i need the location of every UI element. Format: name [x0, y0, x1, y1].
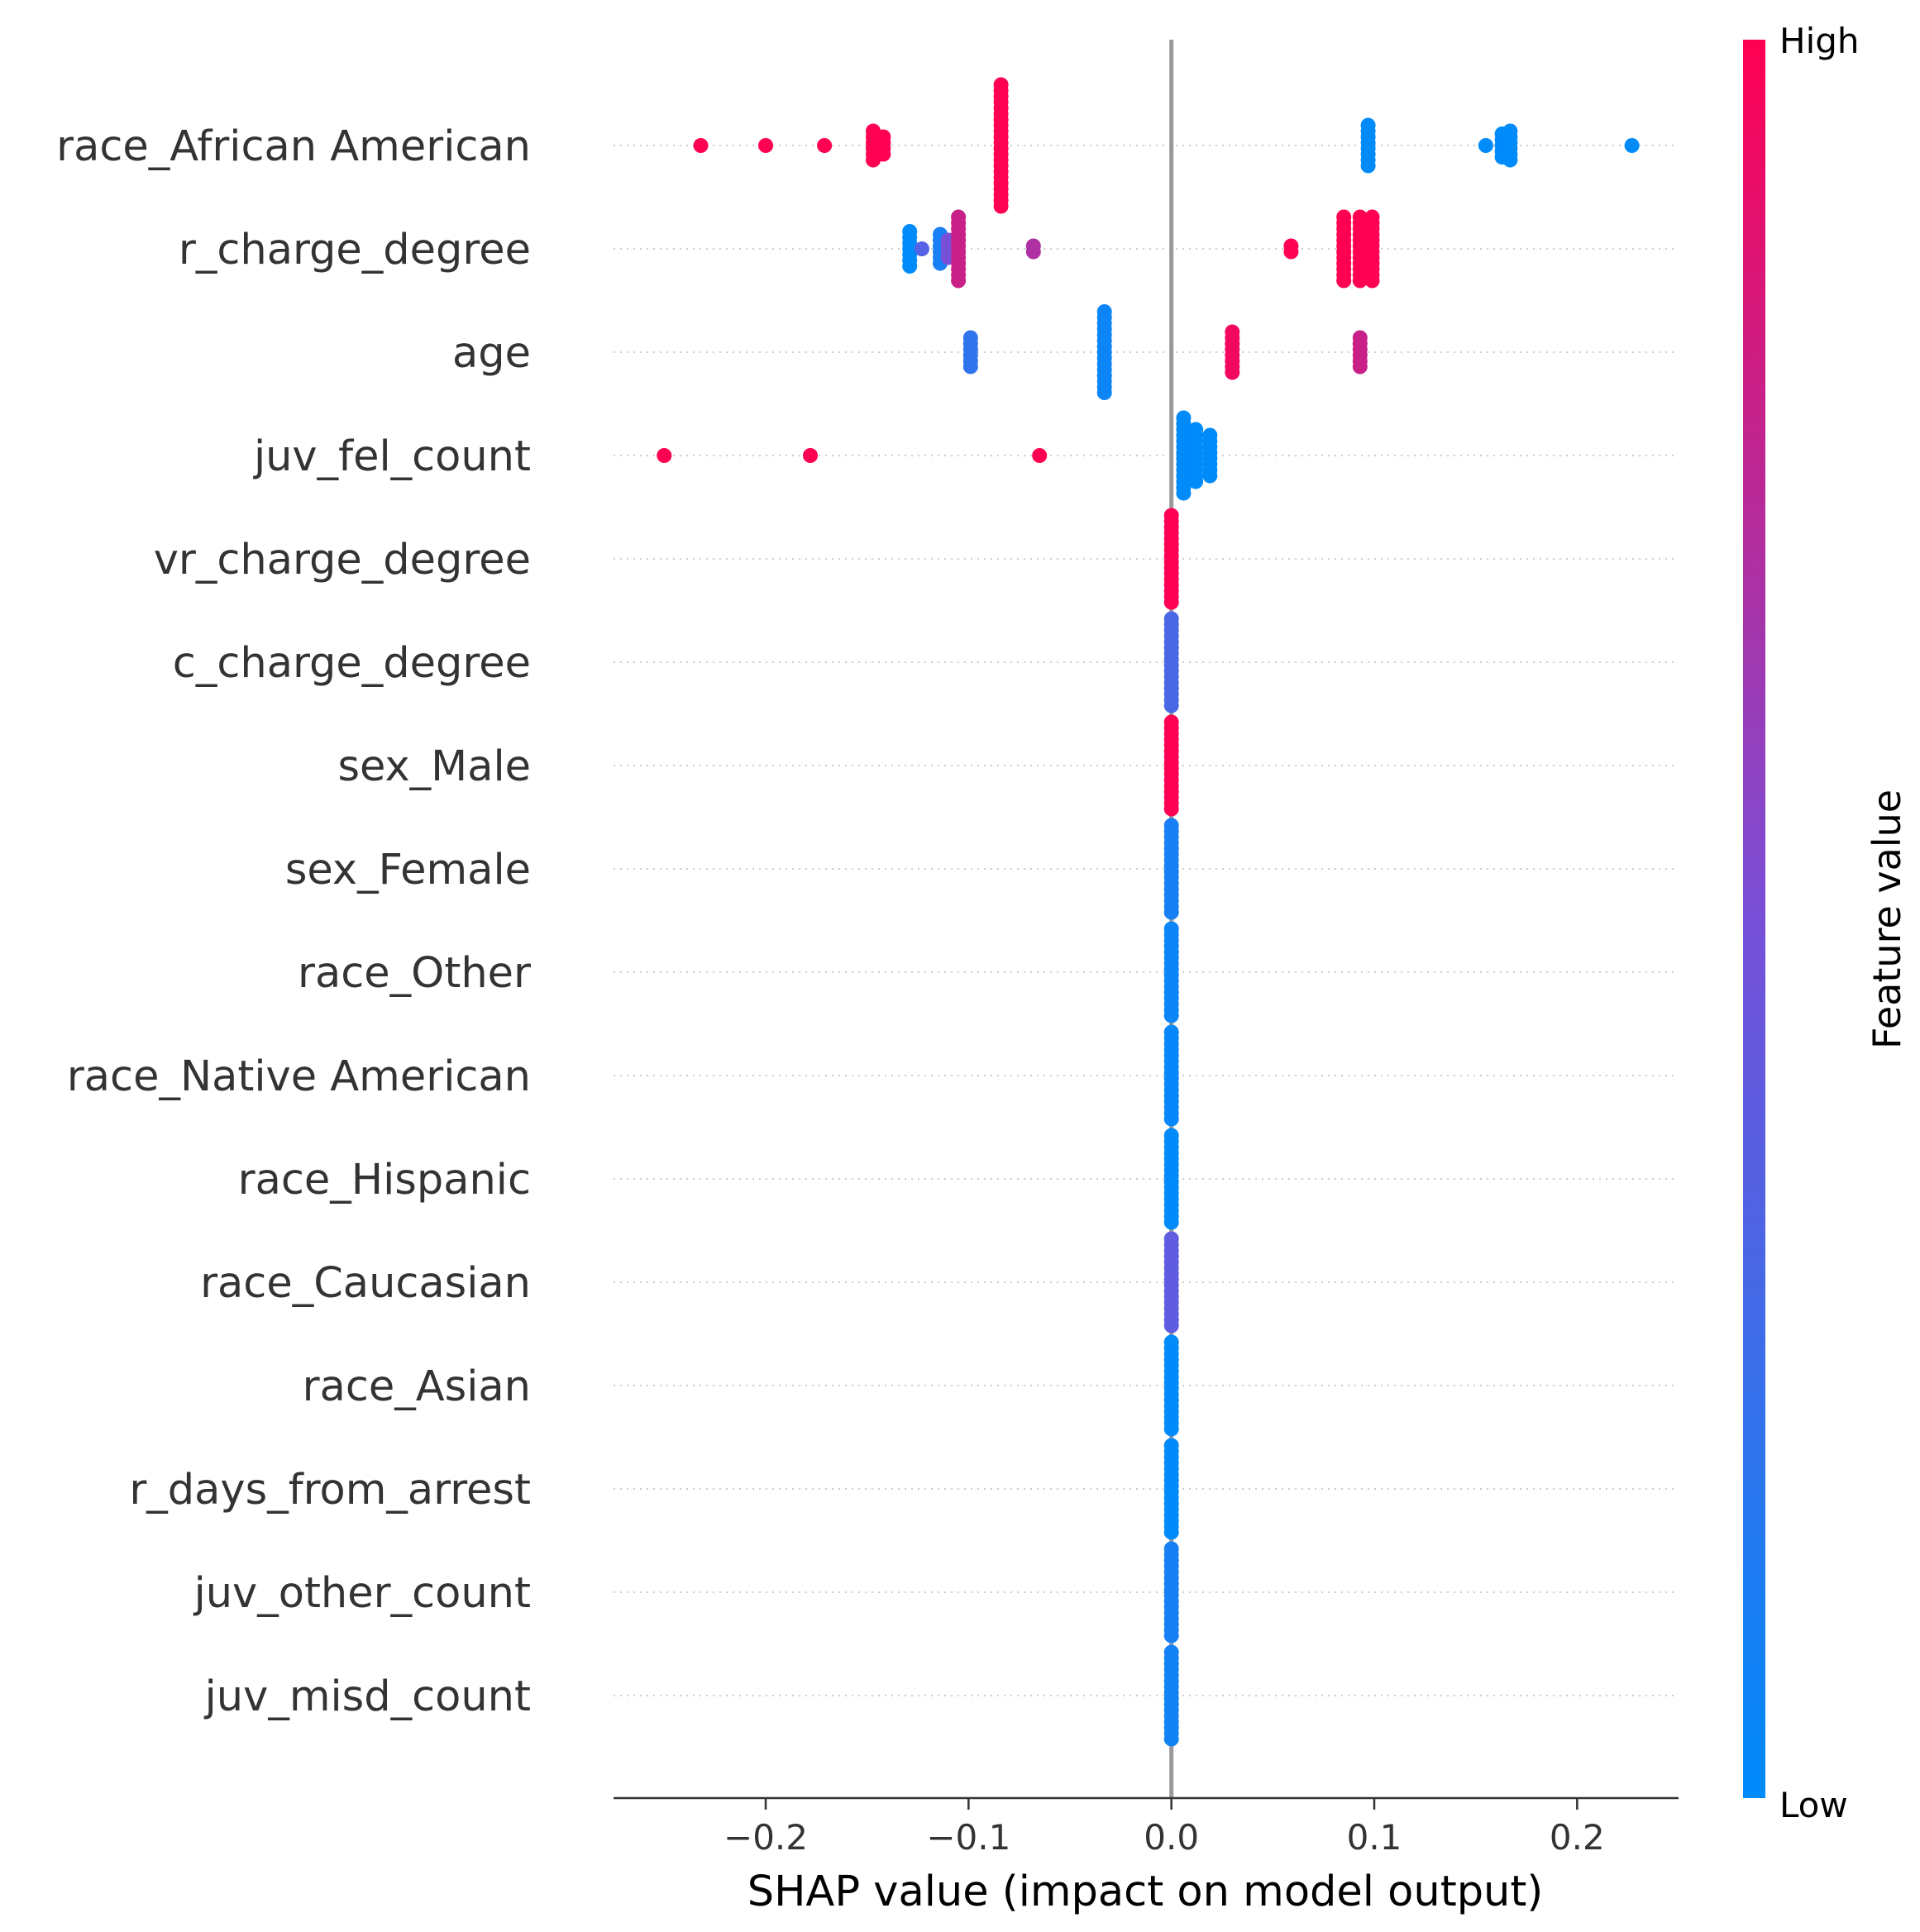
colorbar	[1743, 40, 1765, 1798]
feature-label: juv_fel_count	[253, 432, 531, 481]
shap-dot	[1163, 1524, 1179, 1540]
shap-dot	[1352, 359, 1368, 374]
x-tick-label: 0.2	[1550, 1817, 1605, 1858]
x-axis-label: SHAP value (impact on model output)	[747, 1868, 1544, 1916]
shap-dot	[1364, 273, 1380, 289]
feature-label: juv_other_count	[193, 1569, 531, 1618]
feature-label: r_days_from_arrest	[129, 1466, 531, 1515]
colorbar-low-label: Low	[1779, 1785, 1848, 1825]
feature-label: age	[452, 329, 531, 378]
shap-dot	[1025, 244, 1041, 260]
colorbar-title: Feature value	[1865, 789, 1909, 1049]
colorbar-high-label: High	[1779, 21, 1860, 61]
shap-dot	[951, 273, 967, 289]
feature-label: sex_Female	[285, 846, 531, 894]
x-tick-label: −0.2	[724, 1817, 808, 1858]
shap-dot	[1336, 273, 1352, 289]
row-gridlines	[614, 145, 1679, 1696]
shap-dot	[803, 448, 818, 463]
shap-dot	[1225, 365, 1240, 380]
shap-dot	[1163, 1214, 1179, 1230]
feature-label: race_Asian	[303, 1362, 531, 1411]
shap-dot	[962, 359, 978, 374]
shap-dot	[1163, 1421, 1179, 1437]
shap-dot	[1360, 158, 1376, 174]
shap-dot	[993, 198, 1009, 214]
shap-dot	[1163, 1111, 1179, 1127]
shap-dot	[914, 241, 929, 256]
shap-dot	[1163, 1628, 1179, 1643]
shap-dot	[1202, 468, 1218, 484]
shap-dot	[1478, 138, 1493, 153]
shap-dot	[902, 259, 918, 274]
shap-dot	[876, 146, 891, 162]
shap-dot	[758, 138, 773, 153]
shap-dot	[1163, 1008, 1179, 1023]
feature-label: race_Caucasian	[200, 1259, 531, 1308]
shap-dot	[657, 448, 672, 463]
shap-dot	[1624, 138, 1640, 153]
shap-dot	[1163, 1318, 1179, 1333]
x-tick-label: 0.1	[1347, 1817, 1402, 1858]
shap-dot	[1188, 474, 1204, 489]
feature-label: vr_charge_degree	[154, 536, 531, 584]
feature-label: c_charge_degree	[173, 639, 531, 688]
x-ticks: −0.2 −0.1 0.0 0.1 0.2	[724, 1798, 1605, 1858]
shap-dot	[1163, 698, 1179, 713]
shap-dot	[1502, 152, 1518, 168]
shap-dot	[1096, 385, 1112, 400]
shap-dot	[693, 138, 709, 153]
shap-dot	[1176, 485, 1192, 501]
feature-label: juv_misd_count	[204, 1672, 531, 1721]
feature-label: sex_Male	[337, 742, 531, 791]
shap-dot	[1163, 594, 1179, 610]
feature-label: race_Native American	[67, 1052, 531, 1101]
feature-label: race_Other	[298, 949, 531, 998]
feature-label: race_African American	[56, 122, 531, 171]
shap-dot	[1352, 273, 1368, 289]
shap-dot	[1032, 448, 1048, 463]
x-tick-label: 0.0	[1144, 1817, 1199, 1858]
shap-dot	[817, 138, 833, 153]
feature-label: r_charge_degree	[179, 226, 531, 274]
shap-dot	[1283, 244, 1299, 260]
shap-dot	[1163, 904, 1179, 920]
shap-dot	[1163, 1731, 1179, 1747]
x-tick-label: −0.1	[926, 1817, 1010, 1858]
shap-dot	[1163, 801, 1179, 817]
feature-label: race_Hispanic	[238, 1156, 531, 1205]
dots-layer	[657, 77, 1640, 1747]
